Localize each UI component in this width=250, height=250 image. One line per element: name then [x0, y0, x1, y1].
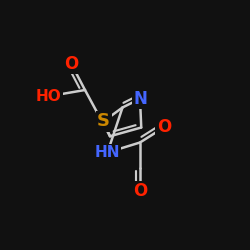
- Text: O: O: [133, 182, 147, 200]
- Text: HN: HN: [95, 145, 120, 160]
- Text: S: S: [97, 112, 110, 130]
- Text: N: N: [133, 90, 147, 108]
- Text: O: O: [156, 118, 171, 136]
- Text: O: O: [64, 55, 78, 73]
- Text: HO: HO: [36, 89, 62, 104]
